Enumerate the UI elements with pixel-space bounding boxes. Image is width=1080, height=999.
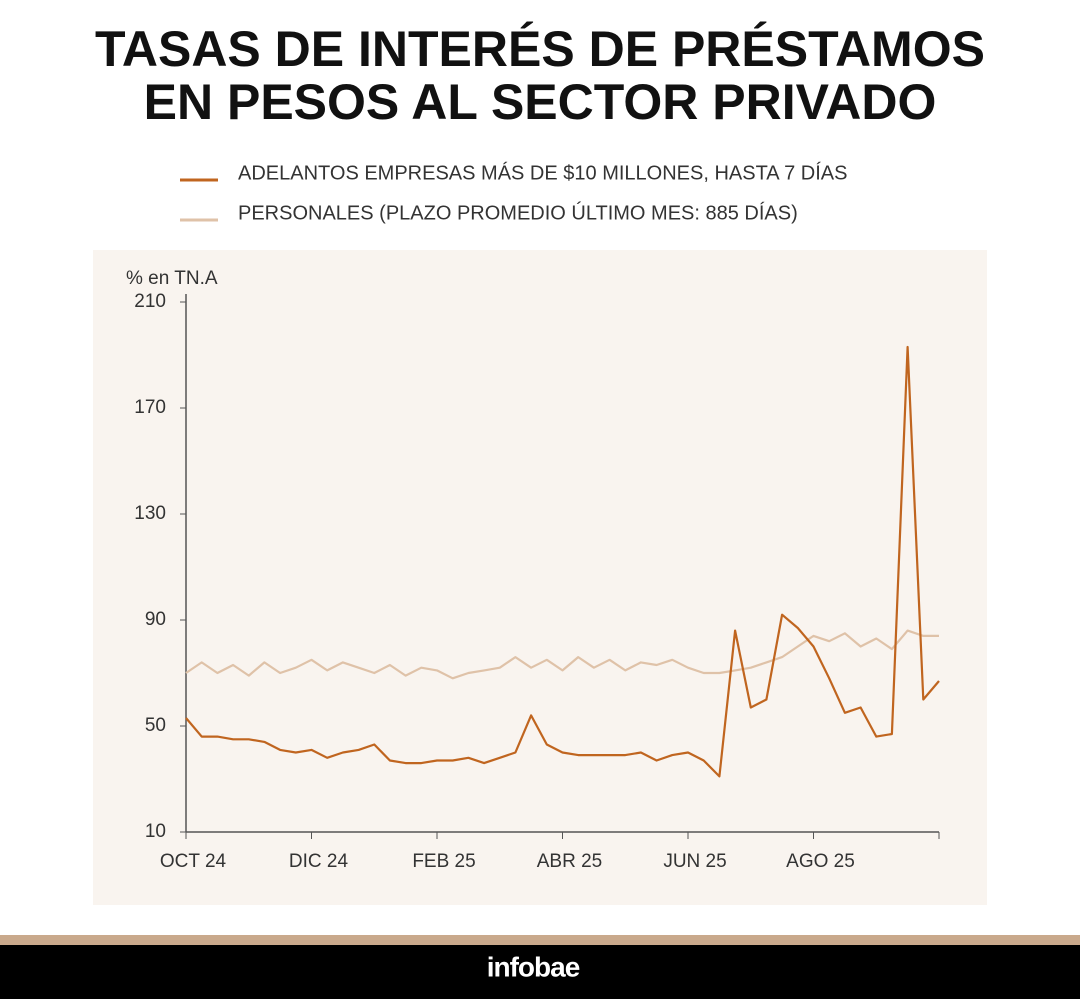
y-tick-label: 130 (134, 503, 166, 524)
y-tick-label: 90 (145, 609, 166, 630)
y-tick-label: 10 (145, 821, 166, 842)
x-tick-label: AGO 25 (786, 851, 855, 872)
plot-background (93, 250, 987, 905)
x-tick-label: JUN 25 (663, 851, 726, 872)
chart-title: EN PESOS AL SECTOR PRIVADO (144, 74, 937, 130)
x-tick-label: FEB 25 (412, 851, 475, 872)
chart-title: TASAS DE INTERÉS DE PRÉSTAMOS (95, 21, 985, 77)
legend-label: ADELANTOS EMPRESAS MÁS DE $10 MILLONES, … (238, 161, 847, 184)
legend-label: PERSONALES (PLAZO PROMEDIO ÚLTIMO MES: 8… (238, 201, 798, 224)
x-tick-label: DIC 24 (289, 851, 349, 872)
x-tick-label: ABR 25 (537, 851, 602, 872)
series-line (185, 629, 939, 680)
series-line (185, 345, 940, 778)
footer-stripe (0, 935, 1080, 945)
y-tick-label: 50 (145, 715, 166, 736)
y-tick-label: 170 (134, 397, 166, 418)
footer-logo: infobae (487, 951, 580, 982)
y-tick-label: 210 (134, 291, 166, 312)
y-axis-label: % en TN.A (126, 268, 218, 289)
x-tick-label: OCT 24 (160, 851, 227, 872)
footer-bar (0, 945, 1080, 999)
